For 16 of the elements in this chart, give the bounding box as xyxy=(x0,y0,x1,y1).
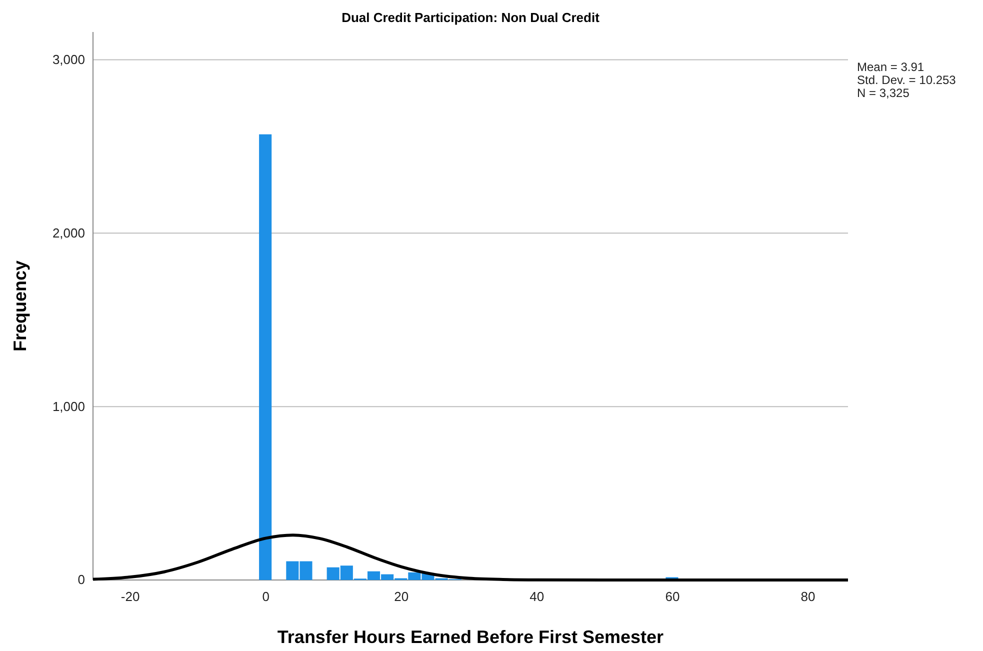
x-tick-label: 20 xyxy=(394,589,409,604)
y-tick-label: 0 xyxy=(78,572,85,588)
x-tick-label: 40 xyxy=(530,589,544,604)
x-tick-label: 0 xyxy=(262,589,270,604)
y-tick-label: 3,000 xyxy=(52,52,85,67)
x-axis-title: Transfer Hours Earned Before First Semester xyxy=(277,627,664,647)
y-tick-label: 2,000 xyxy=(52,225,85,240)
y-tick-label: 1,000 xyxy=(52,398,85,414)
chart-title: Dual Credit Participation: Non Dual Credit xyxy=(342,10,600,25)
text: Std. Dev. = 10.253 xyxy=(857,73,956,87)
x-tick-label: 60 xyxy=(665,589,680,604)
text: Mean = 3.91 xyxy=(857,60,924,74)
x-tick-label: -20 xyxy=(120,589,140,604)
x-tick-label: 80 xyxy=(800,589,816,604)
text: N = 3,325 xyxy=(857,86,910,100)
y-axis-title: Frequency xyxy=(10,260,30,352)
